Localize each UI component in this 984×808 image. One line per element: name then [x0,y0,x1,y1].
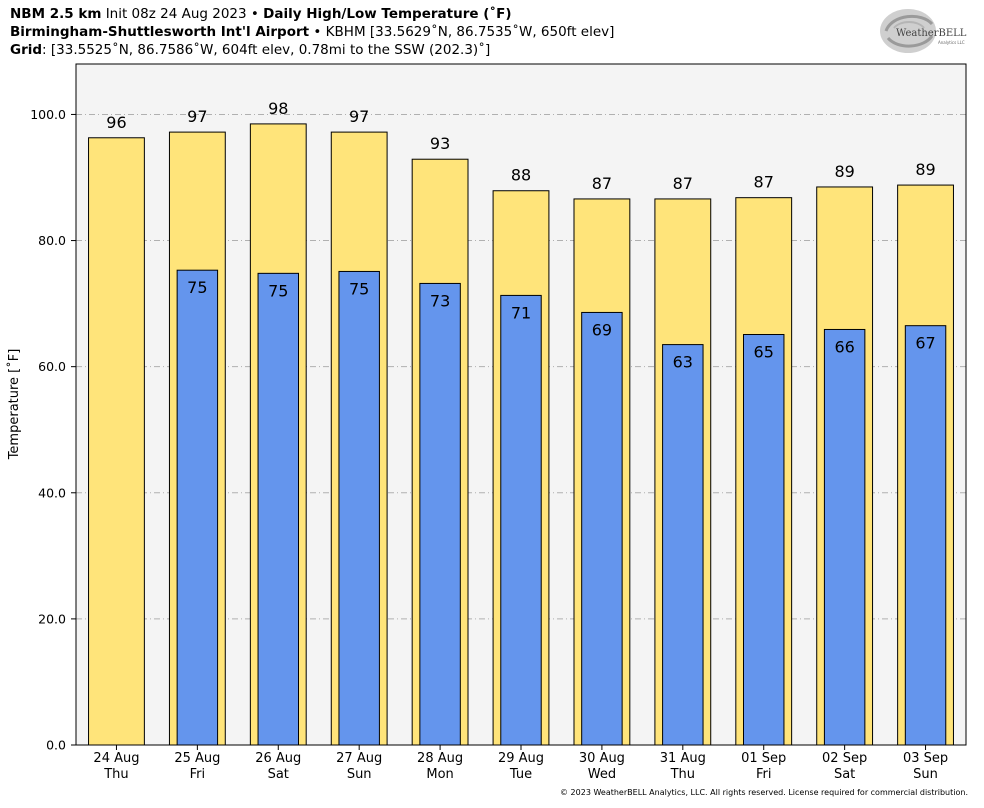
grid-line: Grid: [33.5525˚N, 86.7586˚W, 604ft elev,… [10,42,490,59]
y-tick-label: 20.0 [38,611,66,626]
init-time: Init 08z 24 Aug 2023 [105,6,247,22]
low-value-label: 75 [349,279,369,298]
y-tick-label: 60.0 [38,359,66,374]
x-tick-label-day: Sun [347,767,372,782]
weatherbell-logo: WeatherBELL Analytics LLC [880,9,967,53]
x-tick-label-date: 02 Sep [822,751,867,766]
y-tick-label: 40.0 [38,485,66,500]
station-detail: KBHM [33.5629˚N, 86.7535˚W, 650ft elev] [325,24,615,40]
station-name: Birmingham-Shuttlesworth Int'l Airport [10,24,310,40]
low-value-label: 67 [915,334,935,353]
low-bar [581,311,623,746]
low-value-label: 65 [754,343,774,362]
high-value-label: 96 [106,113,126,132]
high-value-label: 97 [187,107,207,126]
x-tick-label-day: Sat [834,767,855,782]
high-value-label: 89 [834,162,854,181]
low-bar [419,282,461,746]
high-value-label: 97 [349,107,369,126]
x-tick-label-day: Thu [670,767,695,782]
station-line: Birmingham-Shuttlesworth Int'l Airport •… [10,24,614,41]
low-bar [338,270,380,746]
x-tick-label-day: Mon [426,767,453,782]
low-value-label: 66 [834,337,854,356]
copyright-notice: © 2023 WeatherBELL Analytics, LLC. All r… [560,788,968,797]
y-axis: 0.0 20.0 40.0 60.0 80.0 100.0 [30,107,76,753]
x-tick-label-day: Fri [190,767,206,782]
y-tick-label: 0.0 [46,738,66,753]
low-bar [176,269,219,746]
value-labels: 96 97 75 98 75 97 75 93 73 88 71 87 69 87 63 87 65 89 66 89… [106,99,935,372]
x-tick-label-date: 01 Sep [741,751,786,766]
x-tick-label-date: 31 Aug [660,751,706,766]
x-tick-label-date: 30 Aug [579,751,625,766]
logo-text: WeatherBELL [896,28,967,39]
logo-subtext: Analytics LLC [938,40,965,45]
high-bar [88,137,145,746]
high-value-label: 87 [673,174,693,193]
chart-title-line: NBM 2.5 km Init 08z 24 Aug 2023 • Daily … [10,6,512,23]
model-name: NBM 2.5 km [10,6,102,22]
x-tick-label-date: 03 Sep [903,751,948,766]
plot-frame [75,63,967,746]
low-value-label: 71 [511,303,531,322]
high-value-label: 87 [592,174,612,193]
high-value-label: 98 [268,99,288,118]
low-bar [743,334,785,746]
low-value-label: 75 [187,278,207,297]
x-tick-label-date: 25 Aug [174,751,220,766]
low-bar [257,272,299,746]
x-tick-label-date: 26 Aug [255,751,301,766]
separator: • [313,24,322,40]
low-value-label: 73 [430,291,450,310]
low-value-label: 63 [673,353,693,372]
x-tick-label-date: 29 Aug [498,751,544,766]
high-value-label: 93 [430,134,450,153]
grid-label: Grid [10,42,43,58]
high-value-label: 88 [511,166,531,185]
low-value-label: 69 [592,320,612,339]
x-tick-label-date: 27 Aug [336,751,382,766]
x-tick-label-date: 24 Aug [93,751,139,766]
y-axis-label: Temperature [˚F] [6,349,22,461]
x-tick-label-day: Fri [756,767,772,782]
x-tick-label-day: Thu [103,767,128,782]
low-bar [904,325,947,746]
high-value-label: 89 [915,160,935,179]
x-tick-label-day: Sat [268,767,289,782]
low-bar [662,344,704,746]
y-tick-label: 80.0 [38,233,66,248]
x-tick-label-day: Wed [588,767,616,782]
x-tick-label-day: Tue [509,767,532,782]
x-tick-label-date: 28 Aug [417,751,463,766]
low-bar [823,328,866,746]
low-bars [176,269,947,746]
product-name: Daily High/Low Temperature (˚F) [263,6,512,22]
x-tick-label-day: Sun [913,767,938,782]
high-value-label: 87 [754,173,774,192]
grid-detail: : [33.5525˚N, 86.7586˚W, 604ft elev, 0.7… [42,42,491,58]
separator: • [250,6,259,22]
low-bar [500,294,542,746]
low-value-label: 75 [268,281,288,300]
y-tick-label: 100.0 [30,107,66,122]
